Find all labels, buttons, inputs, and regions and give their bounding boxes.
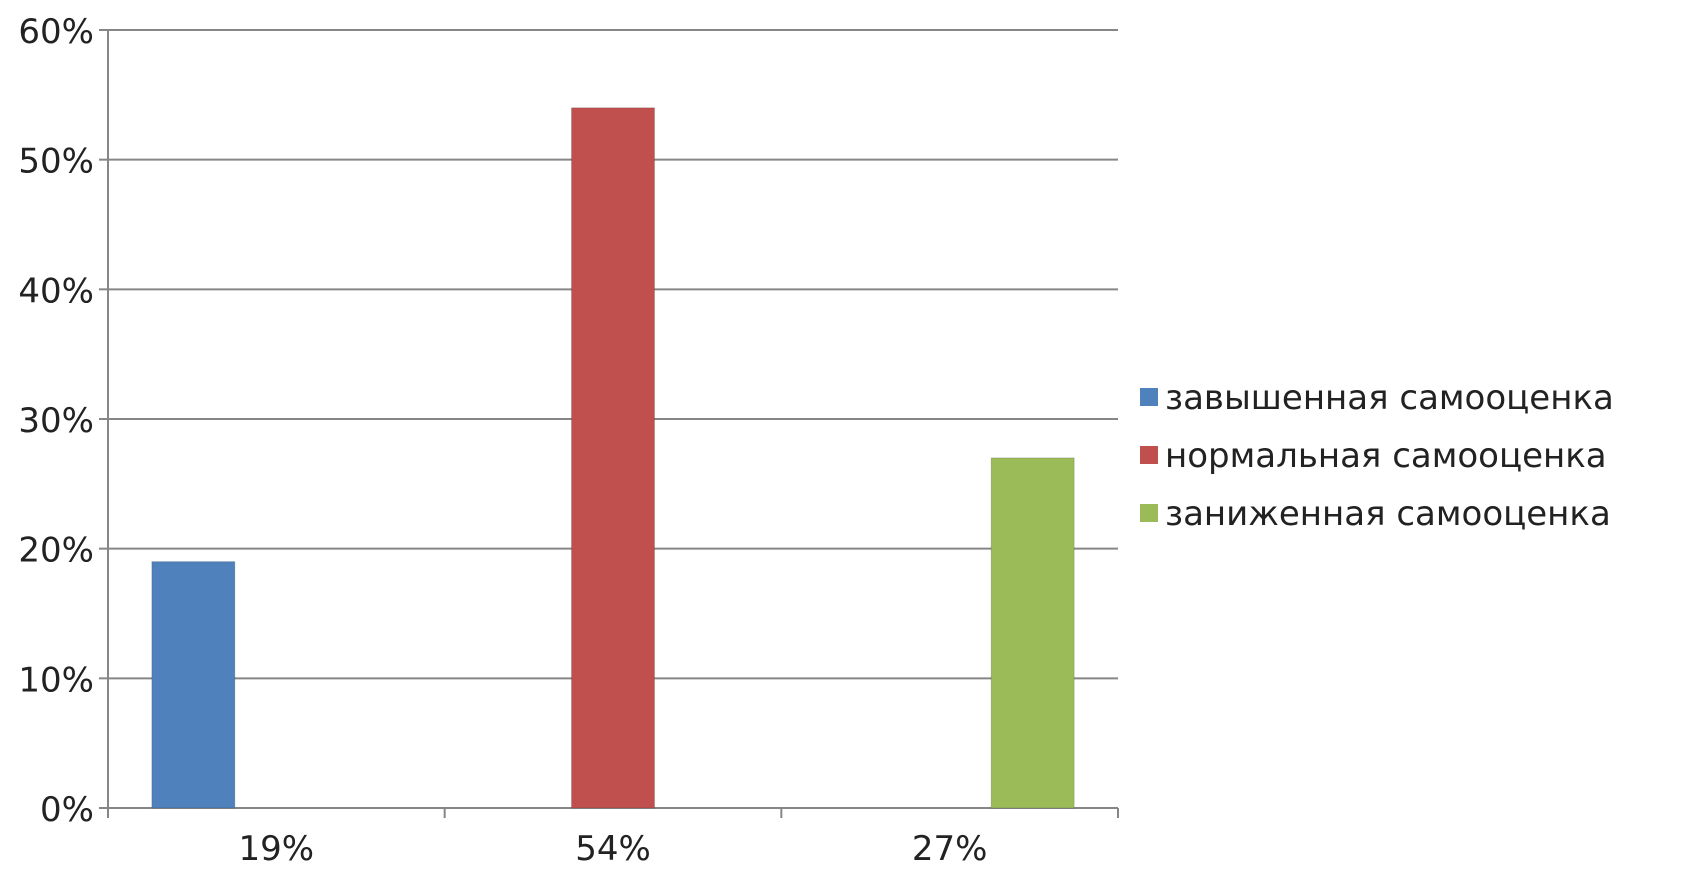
- bars: [151, 107, 1075, 809]
- legend-label: завышенная самооценка: [1165, 378, 1614, 418]
- y-tick-label: 40%: [18, 271, 94, 311]
- legend-label: заниженная самооценка: [1165, 494, 1611, 534]
- legend-swatch: [1140, 446, 1158, 464]
- legend: завышенная самооценка нормальная самооцен…: [1140, 378, 1614, 534]
- bar: [990, 457, 1075, 809]
- y-tick-label: 60%: [18, 12, 94, 52]
- legend-label: нормальная самооценка: [1165, 436, 1607, 476]
- y-tick-label: 30%: [18, 401, 94, 441]
- y-tick-label: 20%: [18, 531, 94, 571]
- y-tick-label: 0%: [40, 790, 94, 830]
- y-tick-label: 10%: [18, 660, 94, 700]
- x-tick-label: 27%: [912, 829, 988, 869]
- x-tick-label: 54%: [575, 829, 651, 869]
- legend-swatch: [1140, 388, 1158, 406]
- legend-swatch: [1140, 504, 1158, 522]
- bar: [571, 107, 655, 809]
- x-tick-labels: 19% 54% 27%: [239, 829, 988, 869]
- bar: [151, 561, 236, 809]
- y-tick-labels: 0% 10% 20% 30% 40% 50% 60%: [18, 12, 94, 830]
- y-tick-label: 50%: [18, 142, 94, 182]
- x-tick-label: 19%: [239, 829, 315, 869]
